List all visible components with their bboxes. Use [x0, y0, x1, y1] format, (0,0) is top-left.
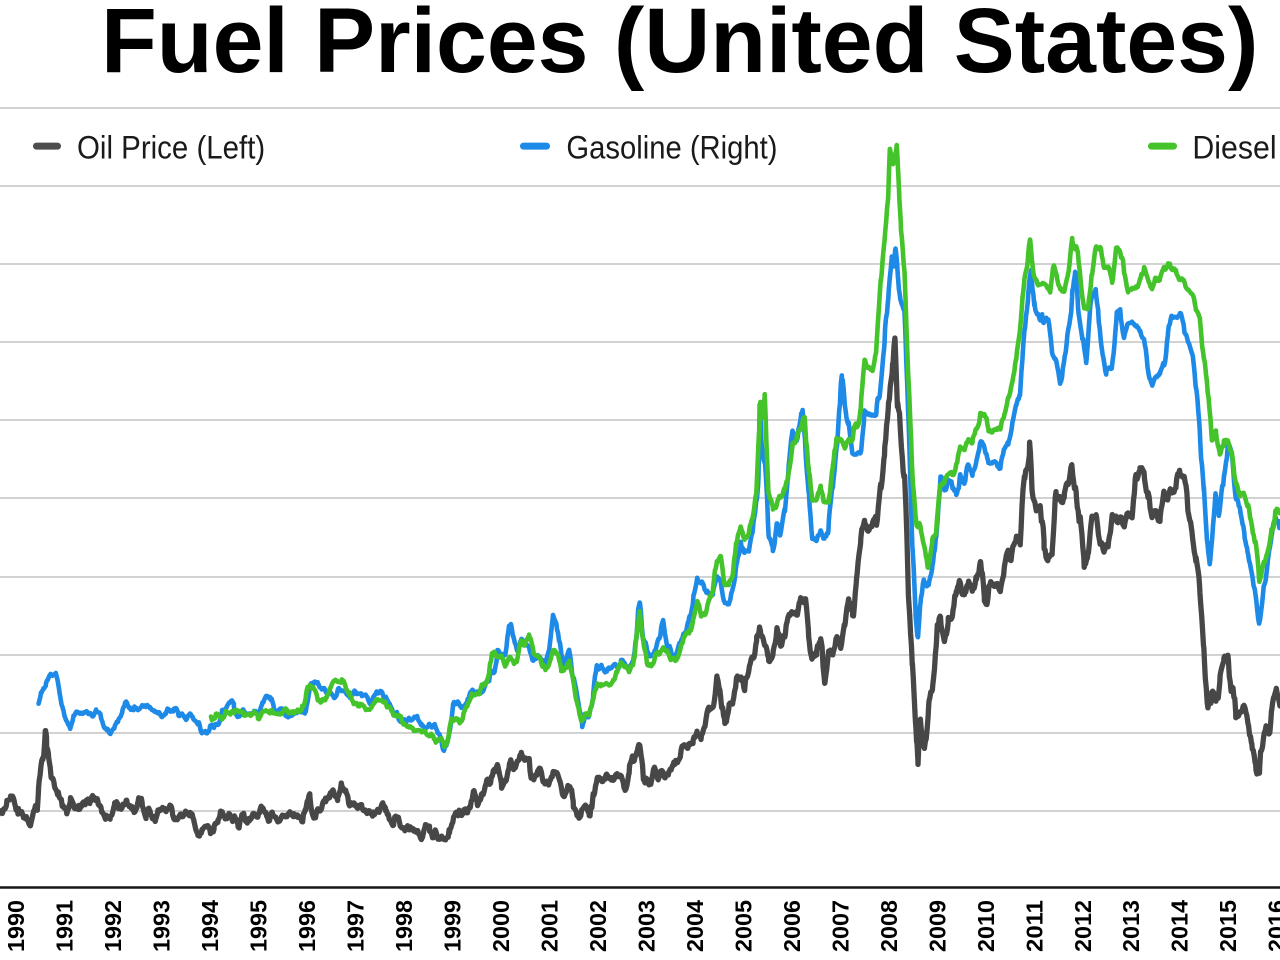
svg-text:Gasoline (Right): Gasoline (Right)	[566, 129, 777, 165]
svg-text:2015: 2015	[1215, 900, 1241, 952]
svg-text:2002: 2002	[585, 900, 611, 952]
svg-text:1992: 1992	[100, 900, 126, 952]
svg-text:Oil Price (Left): Oil Price (Left)	[77, 129, 265, 165]
svg-text:2016: 2016	[1264, 900, 1280, 952]
svg-text:1990: 1990	[3, 900, 29, 952]
svg-text:2005: 2005	[730, 900, 756, 952]
svg-text:2009: 2009	[924, 900, 950, 952]
svg-text:2011: 2011	[1021, 900, 1047, 952]
svg-text:2000: 2000	[488, 900, 514, 952]
svg-text:2008: 2008	[876, 900, 902, 952]
svg-text:2013: 2013	[1118, 900, 1144, 952]
svg-text:2003: 2003	[633, 900, 659, 952]
svg-text:Diesel: Diesel	[1192, 129, 1276, 165]
svg-text:1999: 1999	[440, 900, 466, 952]
svg-text:2010: 2010	[973, 900, 999, 952]
svg-text:2012: 2012	[1070, 900, 1096, 952]
svg-text:2001: 2001	[537, 900, 563, 952]
svg-text:2004: 2004	[682, 900, 708, 952]
svg-text:1993: 1993	[149, 900, 175, 952]
svg-text:1996: 1996	[294, 900, 320, 952]
svg-text:1994: 1994	[197, 900, 223, 952]
svg-text:Fuel Prices (United States): Fuel Prices (United States)	[101, 0, 1258, 92]
svg-text:1998: 1998	[391, 900, 417, 952]
svg-text:1997: 1997	[343, 900, 369, 952]
svg-text:2007: 2007	[827, 900, 853, 952]
svg-text:2014: 2014	[1167, 900, 1193, 952]
svg-text:2006: 2006	[779, 900, 805, 952]
svg-text:1995: 1995	[246, 900, 272, 952]
svg-text:1991: 1991	[52, 900, 78, 952]
